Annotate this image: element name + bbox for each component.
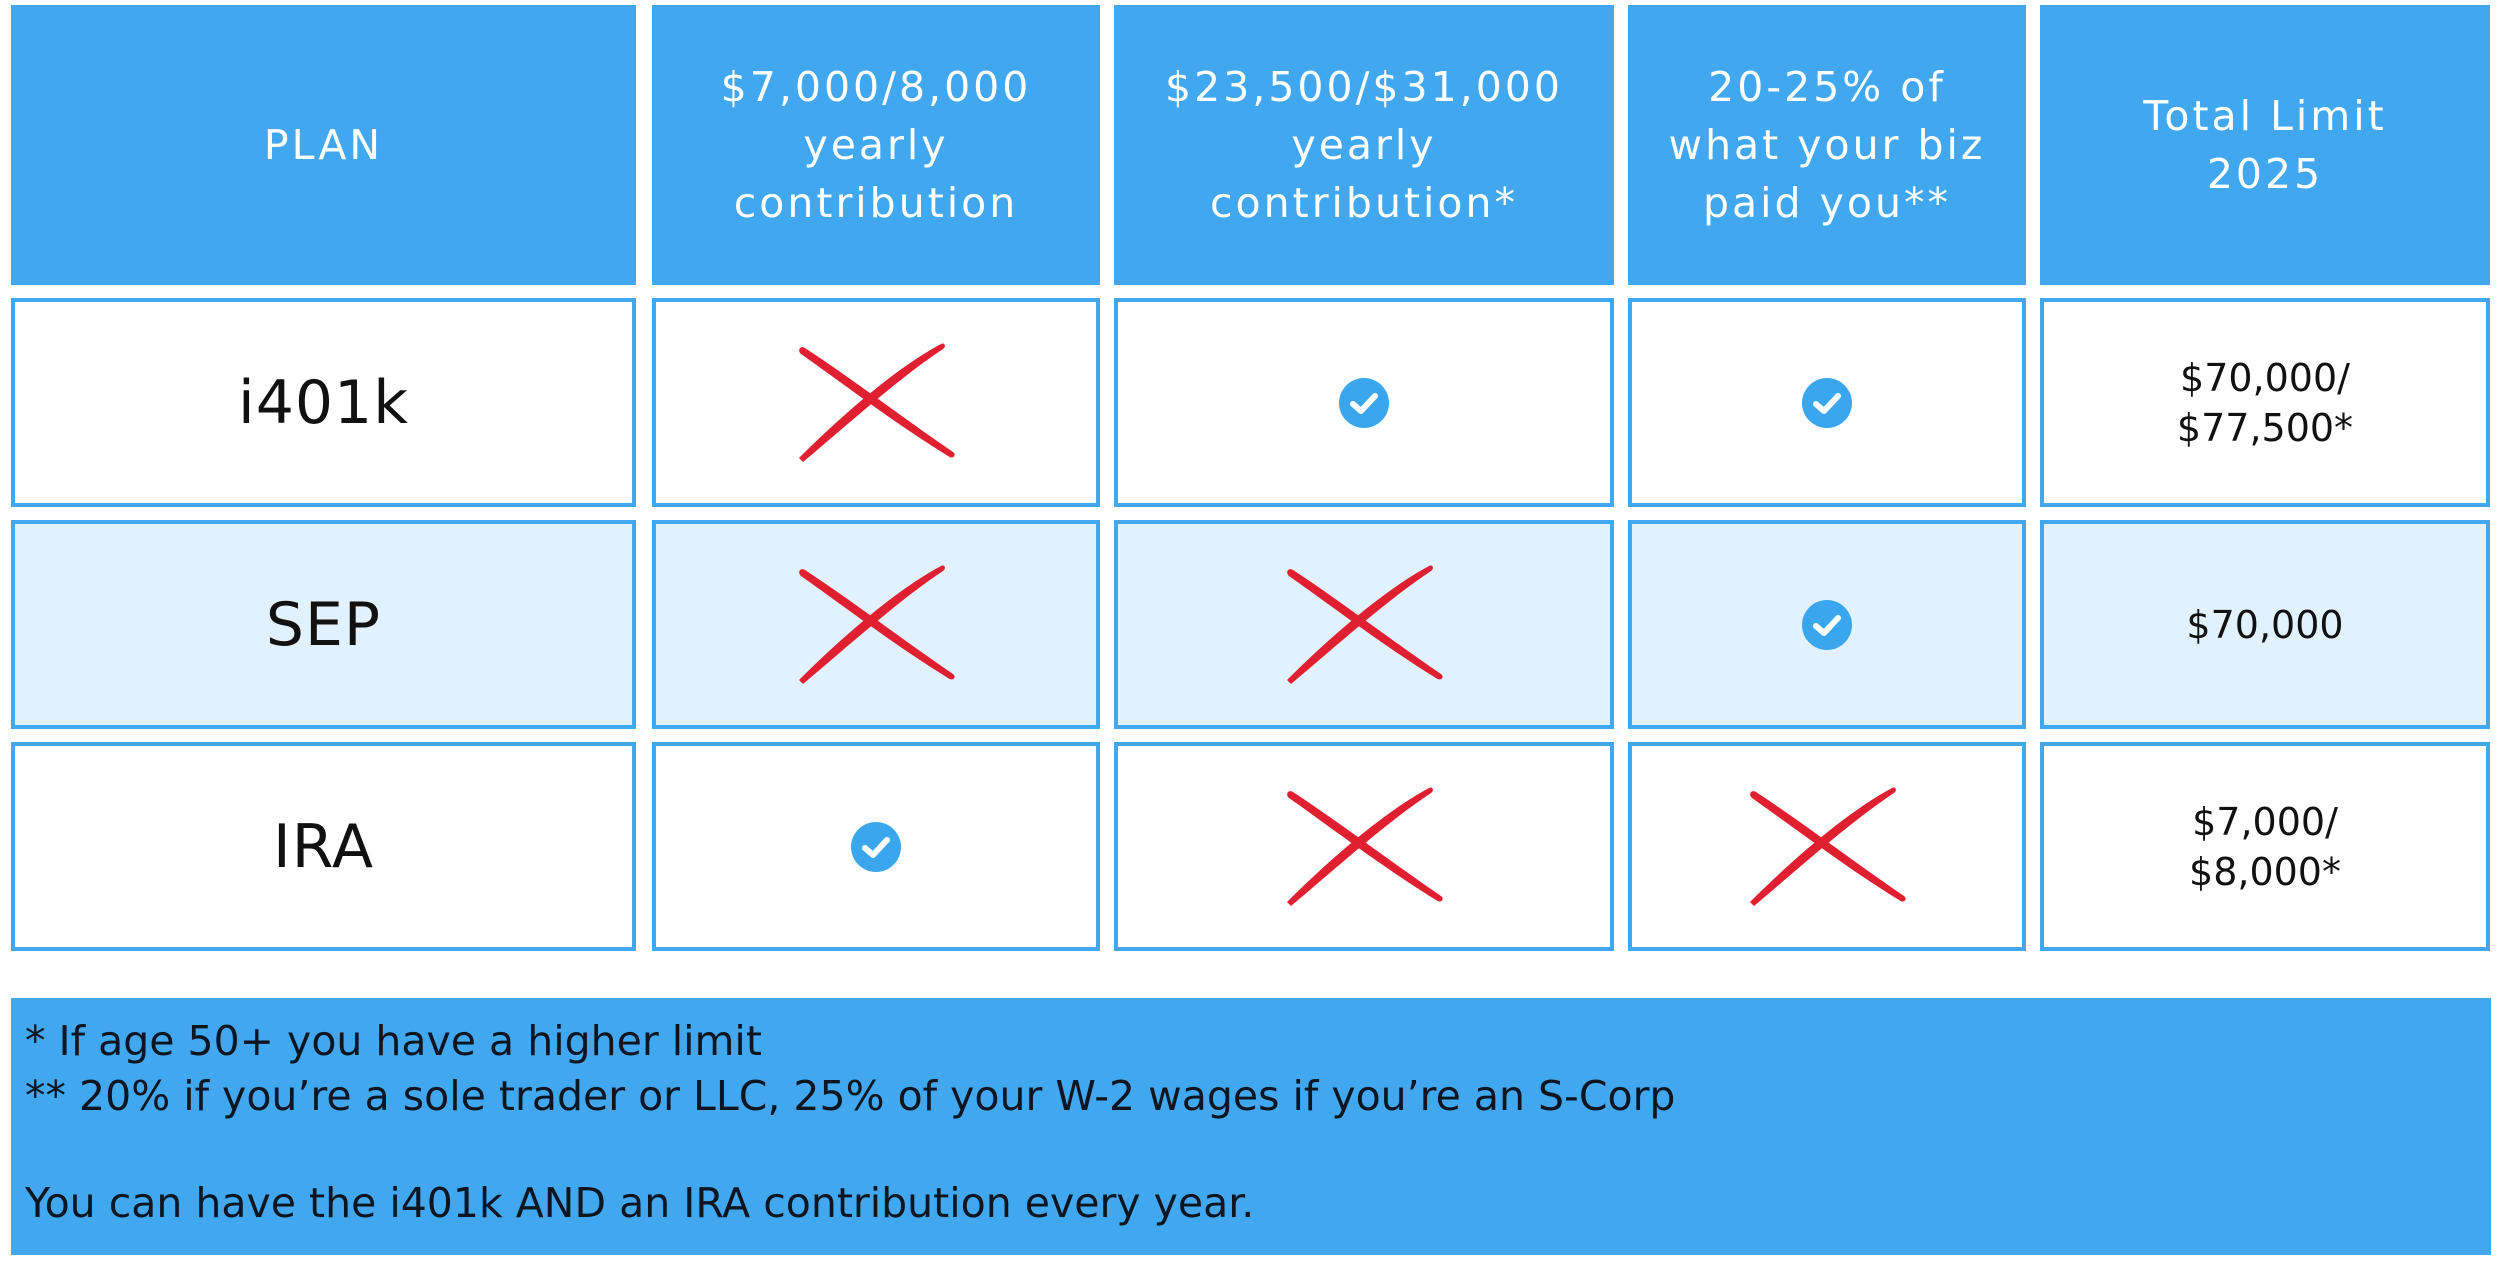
header-plan: PLAN	[11, 5, 636, 285]
plan-name: IRA	[273, 811, 374, 882]
table-row-ira-plan-cell: IRA	[11, 742, 636, 951]
check-icon	[1802, 377, 1852, 428]
table-row-sep-col3	[1628, 520, 2026, 729]
table-row-sep-col2	[1114, 520, 1614, 729]
header-employer-percent: 20-25% of what your biz paid you**	[1628, 5, 2026, 285]
cross-icon	[1279, 560, 1449, 690]
table-row-sep-col1	[652, 520, 1100, 729]
check-icon	[851, 821, 901, 872]
table-row-i401k-col2	[1114, 298, 1614, 507]
footnote-combined: You can have the i401k AND an IRA contri…	[25, 1179, 1255, 1227]
footnote-age: * If age 50+ you have a higher limit	[25, 1017, 762, 1065]
footnote-percent: ** 20% if you’re a sole trader or LLC, 2…	[25, 1072, 1676, 1120]
plan-name: i401k	[238, 367, 409, 438]
table-row-ira-limit: $7,000/ $8,000*	[2040, 742, 2490, 951]
total-limit-value: $70,000	[2186, 602, 2344, 647]
total-limit-value: $70,000/ $77,500*	[2176, 355, 2354, 450]
header-ira-contribution: $7,000/8,000 yearly contribution	[652, 5, 1100, 285]
table-row-ira-col2	[1114, 742, 1614, 951]
header-total-limit: Total Limit 2025	[2040, 5, 2490, 285]
cross-icon	[791, 338, 961, 468]
footnote-spacer	[25, 1124, 2491, 1176]
total-limit-value: $7,000/ $8,000*	[2189, 799, 2341, 894]
table-row-sep-plan-cell: SEP	[11, 520, 636, 729]
header-401k-contribution: $23,500/$31,000 yearly contribution*	[1114, 5, 1614, 285]
table-row-i401k-col1	[652, 298, 1100, 507]
footnotes-box: * If age 50+ you have a higher limit ** …	[11, 998, 2491, 1255]
table-row-i401k-col3	[1628, 298, 2026, 507]
table-row-i401k-limit: $70,000/ $77,500*	[2040, 298, 2490, 507]
table-row-i401k-plan-cell: i401k	[11, 298, 636, 507]
check-icon	[1339, 377, 1389, 428]
cross-icon	[1279, 782, 1449, 912]
check-icon	[1802, 599, 1852, 650]
plan-name: SEP	[265, 589, 382, 660]
table-row-ira-col3	[1628, 742, 2026, 951]
table-row-ira-col1	[652, 742, 1100, 951]
cross-icon	[1742, 782, 1912, 912]
table-row-sep-limit: $70,000	[2040, 520, 2490, 729]
cross-icon	[791, 560, 961, 690]
